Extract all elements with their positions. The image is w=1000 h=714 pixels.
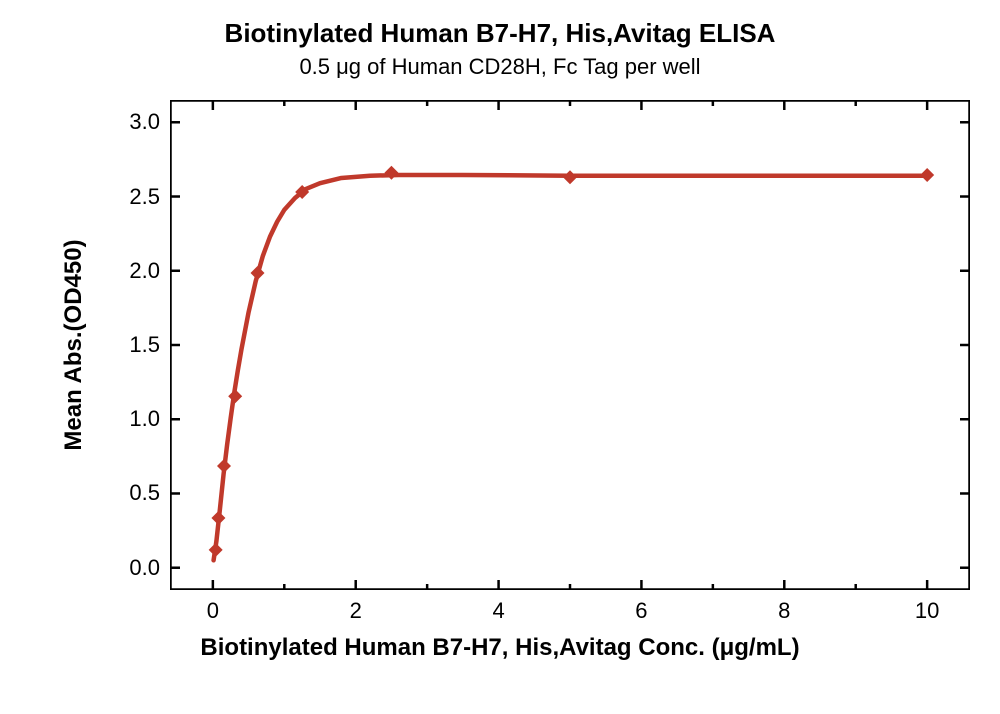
data-point [211, 511, 225, 525]
y-tick-label: 1.0 [110, 406, 160, 432]
plot-area [170, 100, 970, 590]
y-tick-label: 3.0 [110, 109, 160, 135]
data-point [251, 266, 265, 280]
chart-subtitle: 0.5 μg of Human CD28H, Fc Tag per well [0, 54, 1000, 80]
chart-container: Biotinylated Human B7-H7, His,Avitag ELI… [0, 0, 1000, 714]
data-point [217, 459, 231, 473]
x-tick-label: 8 [778, 598, 790, 624]
y-axis-label: Mean Abs.(OD450) [60, 100, 88, 590]
x-tick-label: 6 [635, 598, 647, 624]
y-tick-label: 0.5 [110, 480, 160, 506]
chart-title: Biotinylated Human B7-H7, His,Avitag ELI… [0, 18, 1000, 49]
y-tick-label: 1.5 [110, 332, 160, 358]
y-tick-label: 0.0 [110, 555, 160, 581]
x-tick-label: 2 [350, 598, 362, 624]
data-point [563, 170, 577, 184]
data-point [920, 168, 934, 182]
x-tick-label: 4 [492, 598, 504, 624]
x-tick-label: 10 [915, 598, 939, 624]
y-tick-label: 2.0 [110, 258, 160, 284]
y-tick-label: 2.5 [110, 184, 160, 210]
x-axis-label: Biotinylated Human B7-H7, His,Avitag Con… [0, 634, 1000, 662]
x-tick-label: 0 [207, 598, 219, 624]
data-point [384, 166, 398, 180]
data-point [228, 389, 242, 403]
data-point [209, 543, 223, 557]
fit-curve [214, 175, 928, 560]
